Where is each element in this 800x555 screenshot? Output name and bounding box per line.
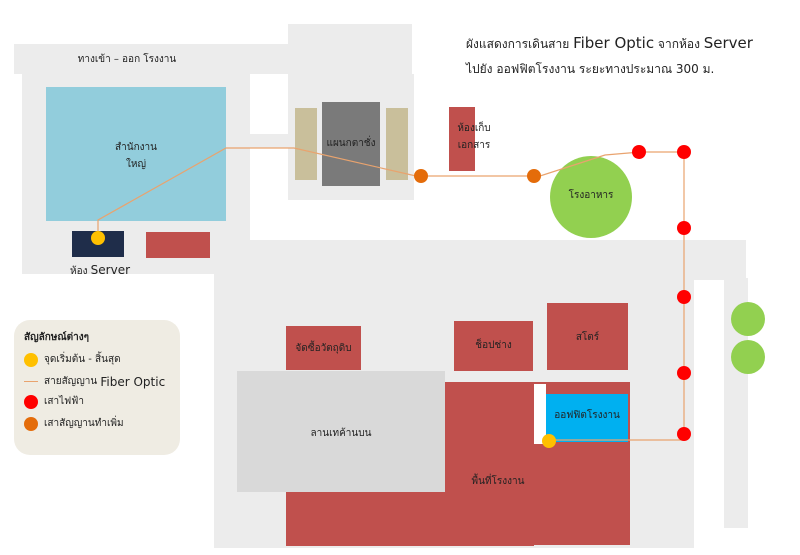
road-east-1 — [654, 240, 694, 282]
power-pole — [677, 221, 691, 235]
legend-item-fiber: สายสัญญาน Fiber Optic — [24, 374, 165, 389]
power-pole — [677, 366, 691, 380]
power-pole-swatch-icon — [24, 394, 38, 409]
weighing-side-right — [386, 108, 408, 180]
legend-extra-pole-label: เสาสัญญานทำเพิ่ม — [44, 418, 124, 429]
legend-fiber-prefix: สายสัญญาน — [44, 376, 98, 387]
power-pole — [677, 290, 691, 304]
weighing-building — [322, 102, 380, 186]
weighing-label: แผนกตาชั่ง — [326, 138, 376, 149]
legend-start-end-label: จุดเริ่มต้น - สิ้นสุด — [44, 354, 121, 365]
factory-office-building — [546, 394, 628, 442]
server-room-name: Server — [90, 263, 131, 277]
road-east-2 — [654, 282, 694, 548]
legend-item-extra-pole: เสาสัญญานทำเพิ่ม — [24, 416, 124, 431]
road-mid — [250, 134, 288, 148]
factory-office-gap — [534, 384, 546, 444]
green-area-top — [731, 302, 765, 336]
title-mid: จากห้อง — [657, 37, 700, 51]
factory-floor-label: พื้นที่โรงงาน — [471, 476, 525, 487]
building-beside-server — [146, 232, 210, 258]
repair-shop-label: ช็อปช่าง — [475, 340, 512, 351]
headquarters-label-1: สำนักงาน — [115, 142, 157, 153]
store-label: สโตร์ — [575, 332, 600, 343]
store-building — [547, 303, 628, 370]
start-endpoint — [91, 231, 105, 245]
server-room-prefix: ห้อง — [69, 266, 88, 277]
documents-label-1: ห้องเก็บ — [457, 123, 491, 134]
power-pole — [677, 427, 691, 441]
canteen-label: โรงอาหาร — [568, 190, 614, 201]
canteen-building — [550, 156, 632, 238]
raw-material-label: จัดซื้อวัตถุดิบ — [295, 343, 352, 354]
factory-floor-notch — [534, 444, 630, 454]
documents-label-2: เอกสาร — [457, 140, 491, 151]
legend-item-start-end: จุดเริ่มต้น - สิ้นสุด — [24, 352, 121, 367]
repair-shop-building — [454, 321, 533, 371]
extra-signal-pole — [414, 169, 428, 183]
headquarters-label-2: ใหญ่ — [126, 159, 146, 170]
title-prefix: ผังแสดงการเดินสาย — [466, 37, 570, 51]
entrance-label: ทางเข้า – ออก โรงงาน — [77, 54, 177, 65]
title-fiber: Fiber Optic — [573, 34, 655, 52]
server-room-label: ห้อง Server — [60, 262, 140, 280]
power-pole — [677, 145, 691, 159]
diagram-title-line2: ไปยัง ออฟฟิตโรงงาน ระยะทางประมาณ 300 ม. — [466, 62, 715, 76]
raw-material-building — [286, 326, 361, 370]
upper-yard-label: ลานเทค้านบน — [310, 428, 372, 439]
green-area-bottom — [731, 340, 765, 374]
extra-pole-swatch-icon — [24, 416, 38, 431]
fiber-line-swatch-icon — [24, 381, 38, 382]
extra-signal-pole — [527, 169, 541, 183]
road-north-east-stub — [288, 24, 412, 74]
document-room — [449, 107, 475, 171]
end-endpoint — [542, 434, 556, 448]
weighing-side-left — [295, 108, 317, 180]
diagram-title-line1: ผังแสดงการเดินสาย Fiber Optic จากห้อง Se… — [466, 34, 753, 54]
factory-office-label: ออฟฟิตโรงงาน — [554, 410, 620, 421]
legend-title: สัญลักษณ์ต่างๆ — [24, 332, 90, 343]
upper-yard — [237, 371, 445, 492]
legend-fiber-name: Fiber Optic — [100, 374, 166, 389]
legend-power-pole-label: เสาไฟฟ้า — [44, 396, 84, 407]
power-pole — [632, 145, 646, 159]
legend-item-power-pole: เสาไฟฟ้า — [24, 394, 84, 409]
endpoint-swatch-icon — [24, 352, 38, 367]
title-server: Server — [703, 34, 753, 52]
legend-box: สัญลักษณ์ต่างๆ จุดเริ่มต้น - สิ้นสุด สาย… — [14, 320, 180, 455]
